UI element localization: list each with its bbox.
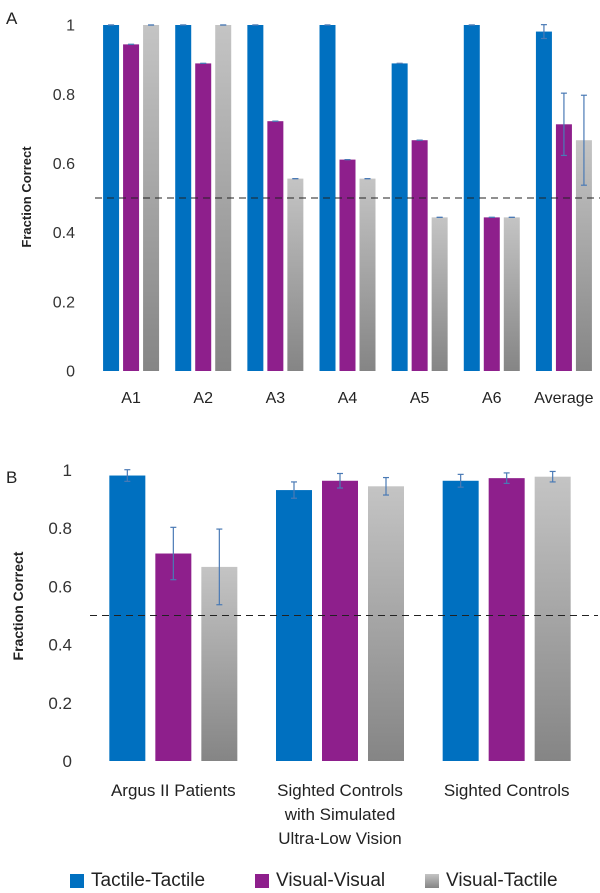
y-axis-label: Fraction Correct bbox=[10, 551, 26, 660]
bar-visual-visual bbox=[195, 63, 212, 371]
bar-visual-tactile bbox=[368, 486, 404, 761]
x-tick-label: A3 bbox=[266, 390, 286, 407]
bar-visual-visual bbox=[155, 553, 192, 761]
bar-visual-tactile bbox=[359, 178, 376, 371]
panel-label: A bbox=[6, 9, 18, 28]
legend-item-visual-tactile: Visual-Tactile bbox=[425, 868, 558, 893]
bar-visual-visual bbox=[411, 140, 428, 371]
y-tick-label: 0.6 bbox=[53, 156, 75, 173]
y-tick-label: 0 bbox=[63, 752, 72, 771]
legend-swatch-visual-tactile bbox=[425, 873, 439, 888]
x-tick-label: Average bbox=[534, 390, 593, 407]
x-tick-label: A2 bbox=[193, 390, 213, 407]
bar-visual-tactile bbox=[143, 25, 160, 371]
legend-item-visual-visual: Visual-Visual bbox=[255, 868, 385, 893]
bar-visual-visual bbox=[267, 121, 284, 371]
y-tick-label: 0.2 bbox=[53, 294, 75, 311]
bar-visual-tactile bbox=[431, 217, 448, 371]
x-tick-label: Sighted Controls bbox=[444, 781, 570, 800]
legend-item-tactile-tactile: Tactile-Tactile bbox=[70, 868, 205, 893]
bar-visual-tactile bbox=[503, 217, 520, 371]
x-tick-label: A1 bbox=[121, 390, 141, 407]
bar-visual-visual bbox=[555, 124, 572, 371]
legend-swatch-tactile-tactile bbox=[70, 873, 84, 888]
bar-tactile-tactile bbox=[276, 490, 312, 761]
y-tick-label: 0.8 bbox=[53, 87, 75, 104]
y-axis-label: Fraction Correct bbox=[19, 146, 34, 248]
x-tick-label: Ultra-Low Vision bbox=[278, 829, 401, 848]
bar-tactile-tactile bbox=[442, 480, 479, 761]
legend: Tactile-Tactile Visual-Visual Visual-Tac… bbox=[0, 868, 600, 893]
legend-label: Visual-Visual bbox=[276, 869, 386, 891]
y-tick-label: 0 bbox=[66, 364, 75, 381]
y-tick-label: 1 bbox=[66, 18, 75, 35]
panel-a-chart: A Fraction Correct 0 0.2 0.4 0.6 0.8 1 A1 A2 A3 A4 A… bbox=[6, 9, 600, 407]
x-tick-label: with Simulated bbox=[284, 805, 396, 824]
y-tick-label: 0.2 bbox=[48, 694, 72, 713]
bar-tactile-tactile bbox=[535, 31, 552, 371]
bar-visual-tactile bbox=[534, 476, 571, 761]
legend-label: Visual-Tactile bbox=[446, 869, 558, 891]
bar-tactile-tactile bbox=[109, 475, 146, 761]
y-tick-label: 0.4 bbox=[48, 636, 72, 655]
y-tick-label: 1 bbox=[63, 461, 72, 480]
x-tick-label: Sighted Controls bbox=[277, 781, 403, 800]
x-tick-label: A6 bbox=[482, 390, 502, 407]
bar-visual-visual bbox=[488, 478, 525, 761]
panel-b-chart: B Fraction Correct 0 0.2 0.4 0.6 0.8 1 Argus II … bbox=[6, 461, 598, 848]
y-tick-label: 0.8 bbox=[48, 519, 72, 538]
legend-swatch-visual-visual bbox=[255, 873, 269, 888]
panel-label: B bbox=[6, 468, 17, 487]
bar-visual-tactile bbox=[287, 178, 304, 371]
legend-label: Tactile-Tactile bbox=[91, 869, 206, 891]
x-tick-label: Argus II Patients bbox=[111, 781, 236, 800]
x-tick-label: A5 bbox=[410, 390, 430, 407]
bar-visual-visual bbox=[123, 44, 140, 371]
bar-visual-visual bbox=[339, 159, 356, 371]
x-tick-label: A4 bbox=[338, 390, 358, 407]
bar-visual-visual bbox=[483, 217, 500, 371]
bar-tactile-tactile bbox=[391, 63, 408, 371]
bar-visual-tactile bbox=[215, 25, 232, 371]
bar-visual-visual bbox=[322, 480, 358, 761]
y-tick-label: 0.4 bbox=[53, 225, 75, 242]
y-tick-label: 0.6 bbox=[48, 577, 72, 596]
